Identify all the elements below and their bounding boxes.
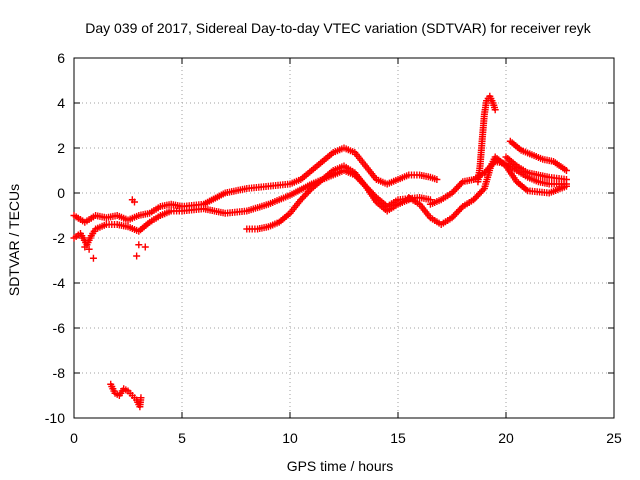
- data-point: [471, 194, 479, 202]
- series-spike: [474, 92, 499, 186]
- y-tick-label: 0: [57, 185, 65, 201]
- data-point: [135, 241, 143, 249]
- series-trace-c: [243, 162, 413, 233]
- data-point: [301, 191, 309, 199]
- data-point: [457, 179, 465, 187]
- y-tick-label: -6: [53, 320, 66, 336]
- data-point: [450, 212, 458, 220]
- data-point: [487, 162, 495, 170]
- data-point: [482, 167, 490, 175]
- y-tick-label: -8: [53, 365, 66, 381]
- data-point: [137, 394, 145, 402]
- data-point: [133, 252, 141, 260]
- y-tick-label: -4: [53, 275, 66, 291]
- data-point: [562, 176, 570, 183]
- data-point: [433, 176, 441, 183]
- data-point: [473, 193, 481, 201]
- data-point: [297, 196, 305, 204]
- data-point: [453, 184, 461, 192]
- data-point: [305, 188, 313, 196]
- chart-title: Day 039 of 2017, Sidereal Day-to-day VTE…: [85, 20, 591, 36]
- y-tick-label: 2: [57, 140, 65, 156]
- y-axis-label: SDTVAR / TECUs: [6, 184, 22, 296]
- data-point: [298, 194, 306, 202]
- series-scatter-dips: [81, 196, 149, 262]
- data-point: [476, 189, 484, 197]
- axis-ticks: 0 5 10 15 20 25 -10 -8 -6 -4 -2 0 2 4 6: [45, 50, 622, 446]
- grid-lines: [74, 58, 614, 418]
- data-point: [457, 204, 465, 212]
- data-point: [483, 166, 491, 174]
- data-point: [451, 211, 459, 219]
- data-point: [450, 187, 458, 195]
- data-marks: [70, 92, 570, 411]
- series-trace-g: [502, 153, 570, 183]
- data-point: [474, 191, 482, 199]
- series-trace-e: [426, 158, 570, 208]
- x-tick-label: 10: [282, 430, 298, 446]
- data-point: [488, 161, 496, 169]
- y-tick-label: -10: [45, 410, 65, 426]
- y-tick-label: -2: [53, 230, 66, 246]
- series-trace-a: [70, 144, 441, 226]
- data-point: [451, 186, 459, 194]
- data-point: [456, 181, 464, 189]
- data-point: [306, 186, 314, 194]
- series-trace-d: [405, 153, 570, 228]
- data-point: [141, 243, 149, 251]
- data-point: [456, 206, 464, 214]
- data-point: [81, 243, 89, 251]
- y-tick-label: 4: [57, 95, 65, 111]
- data-point: [490, 159, 498, 167]
- x-tick-label: 20: [498, 430, 514, 446]
- data-point: [454, 207, 462, 215]
- data-point: [448, 214, 456, 222]
- y-tick-label: 6: [57, 50, 65, 66]
- data-point: [485, 164, 493, 172]
- data-point: [128, 196, 136, 204]
- data-point: [303, 189, 311, 197]
- data-point: [491, 106, 499, 114]
- data-point: [85, 245, 93, 253]
- data-point: [89, 254, 97, 262]
- x-tick-label: 5: [178, 430, 186, 446]
- data-point: [477, 188, 485, 196]
- x-tick-label: 15: [390, 430, 406, 446]
- x-tick-label: 0: [70, 430, 78, 446]
- data-point: [453, 209, 461, 217]
- x-axis-label: GPS time / hours: [287, 458, 394, 474]
- data-point: [300, 193, 308, 201]
- x-tick-label: 25: [606, 430, 622, 446]
- data-point: [448, 189, 456, 197]
- series-outlier-group: [107, 380, 145, 411]
- series-trace-f: [506, 137, 570, 174]
- data-point: [470, 196, 478, 204]
- data-point: [454, 183, 462, 191]
- data-point: [562, 167, 570, 174]
- data-point: [479, 186, 487, 194]
